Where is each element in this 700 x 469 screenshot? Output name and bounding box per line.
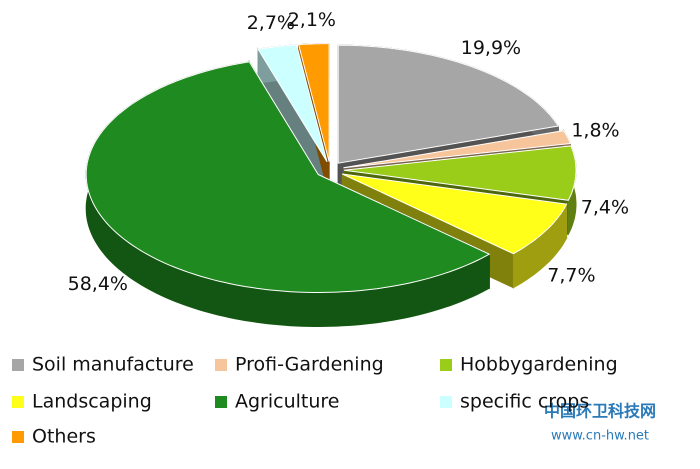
legend-swatch: [215, 359, 227, 371]
value-label: 19,9%: [461, 37, 521, 59]
slice: [343, 145, 577, 201]
slice: [257, 44, 328, 163]
value-label: 2,7%: [247, 12, 295, 34]
value-label: 7,7%: [547, 264, 595, 286]
legend-swatch: [440, 396, 452, 408]
legend-swatch: [215, 396, 227, 408]
legend-label: Agriculture: [235, 391, 340, 413]
value-label: 2,1%: [288, 9, 336, 31]
legend-label: Hobbygardening: [460, 354, 618, 376]
value-label: 7,4%: [581, 196, 629, 218]
slice: [297, 43, 330, 162]
watermark-url: www.cn-hw.net: [551, 429, 649, 444]
legend-label: Others: [32, 426, 96, 448]
legend-swatch: [12, 431, 24, 443]
slice-tops: [85, 43, 577, 293]
slice: [343, 130, 572, 169]
value-label: 58,4%: [68, 273, 128, 295]
legend-label: specific crops: [460, 391, 589, 413]
legend-label: Profi-Gardening: [235, 354, 384, 376]
legend-swatch: [440, 359, 452, 371]
slice: [337, 44, 560, 164]
watermark-title: 中国环卫科技网: [544, 402, 656, 421]
legend-label: Soil manufacture: [32, 354, 194, 376]
legend-label: Landscaping: [32, 391, 152, 413]
value-label: 1,8%: [571, 119, 619, 141]
legend-swatch: [12, 396, 24, 408]
slice: [342, 173, 568, 255]
slice: [85, 61, 491, 293]
legend-swatch: [12, 359, 24, 371]
